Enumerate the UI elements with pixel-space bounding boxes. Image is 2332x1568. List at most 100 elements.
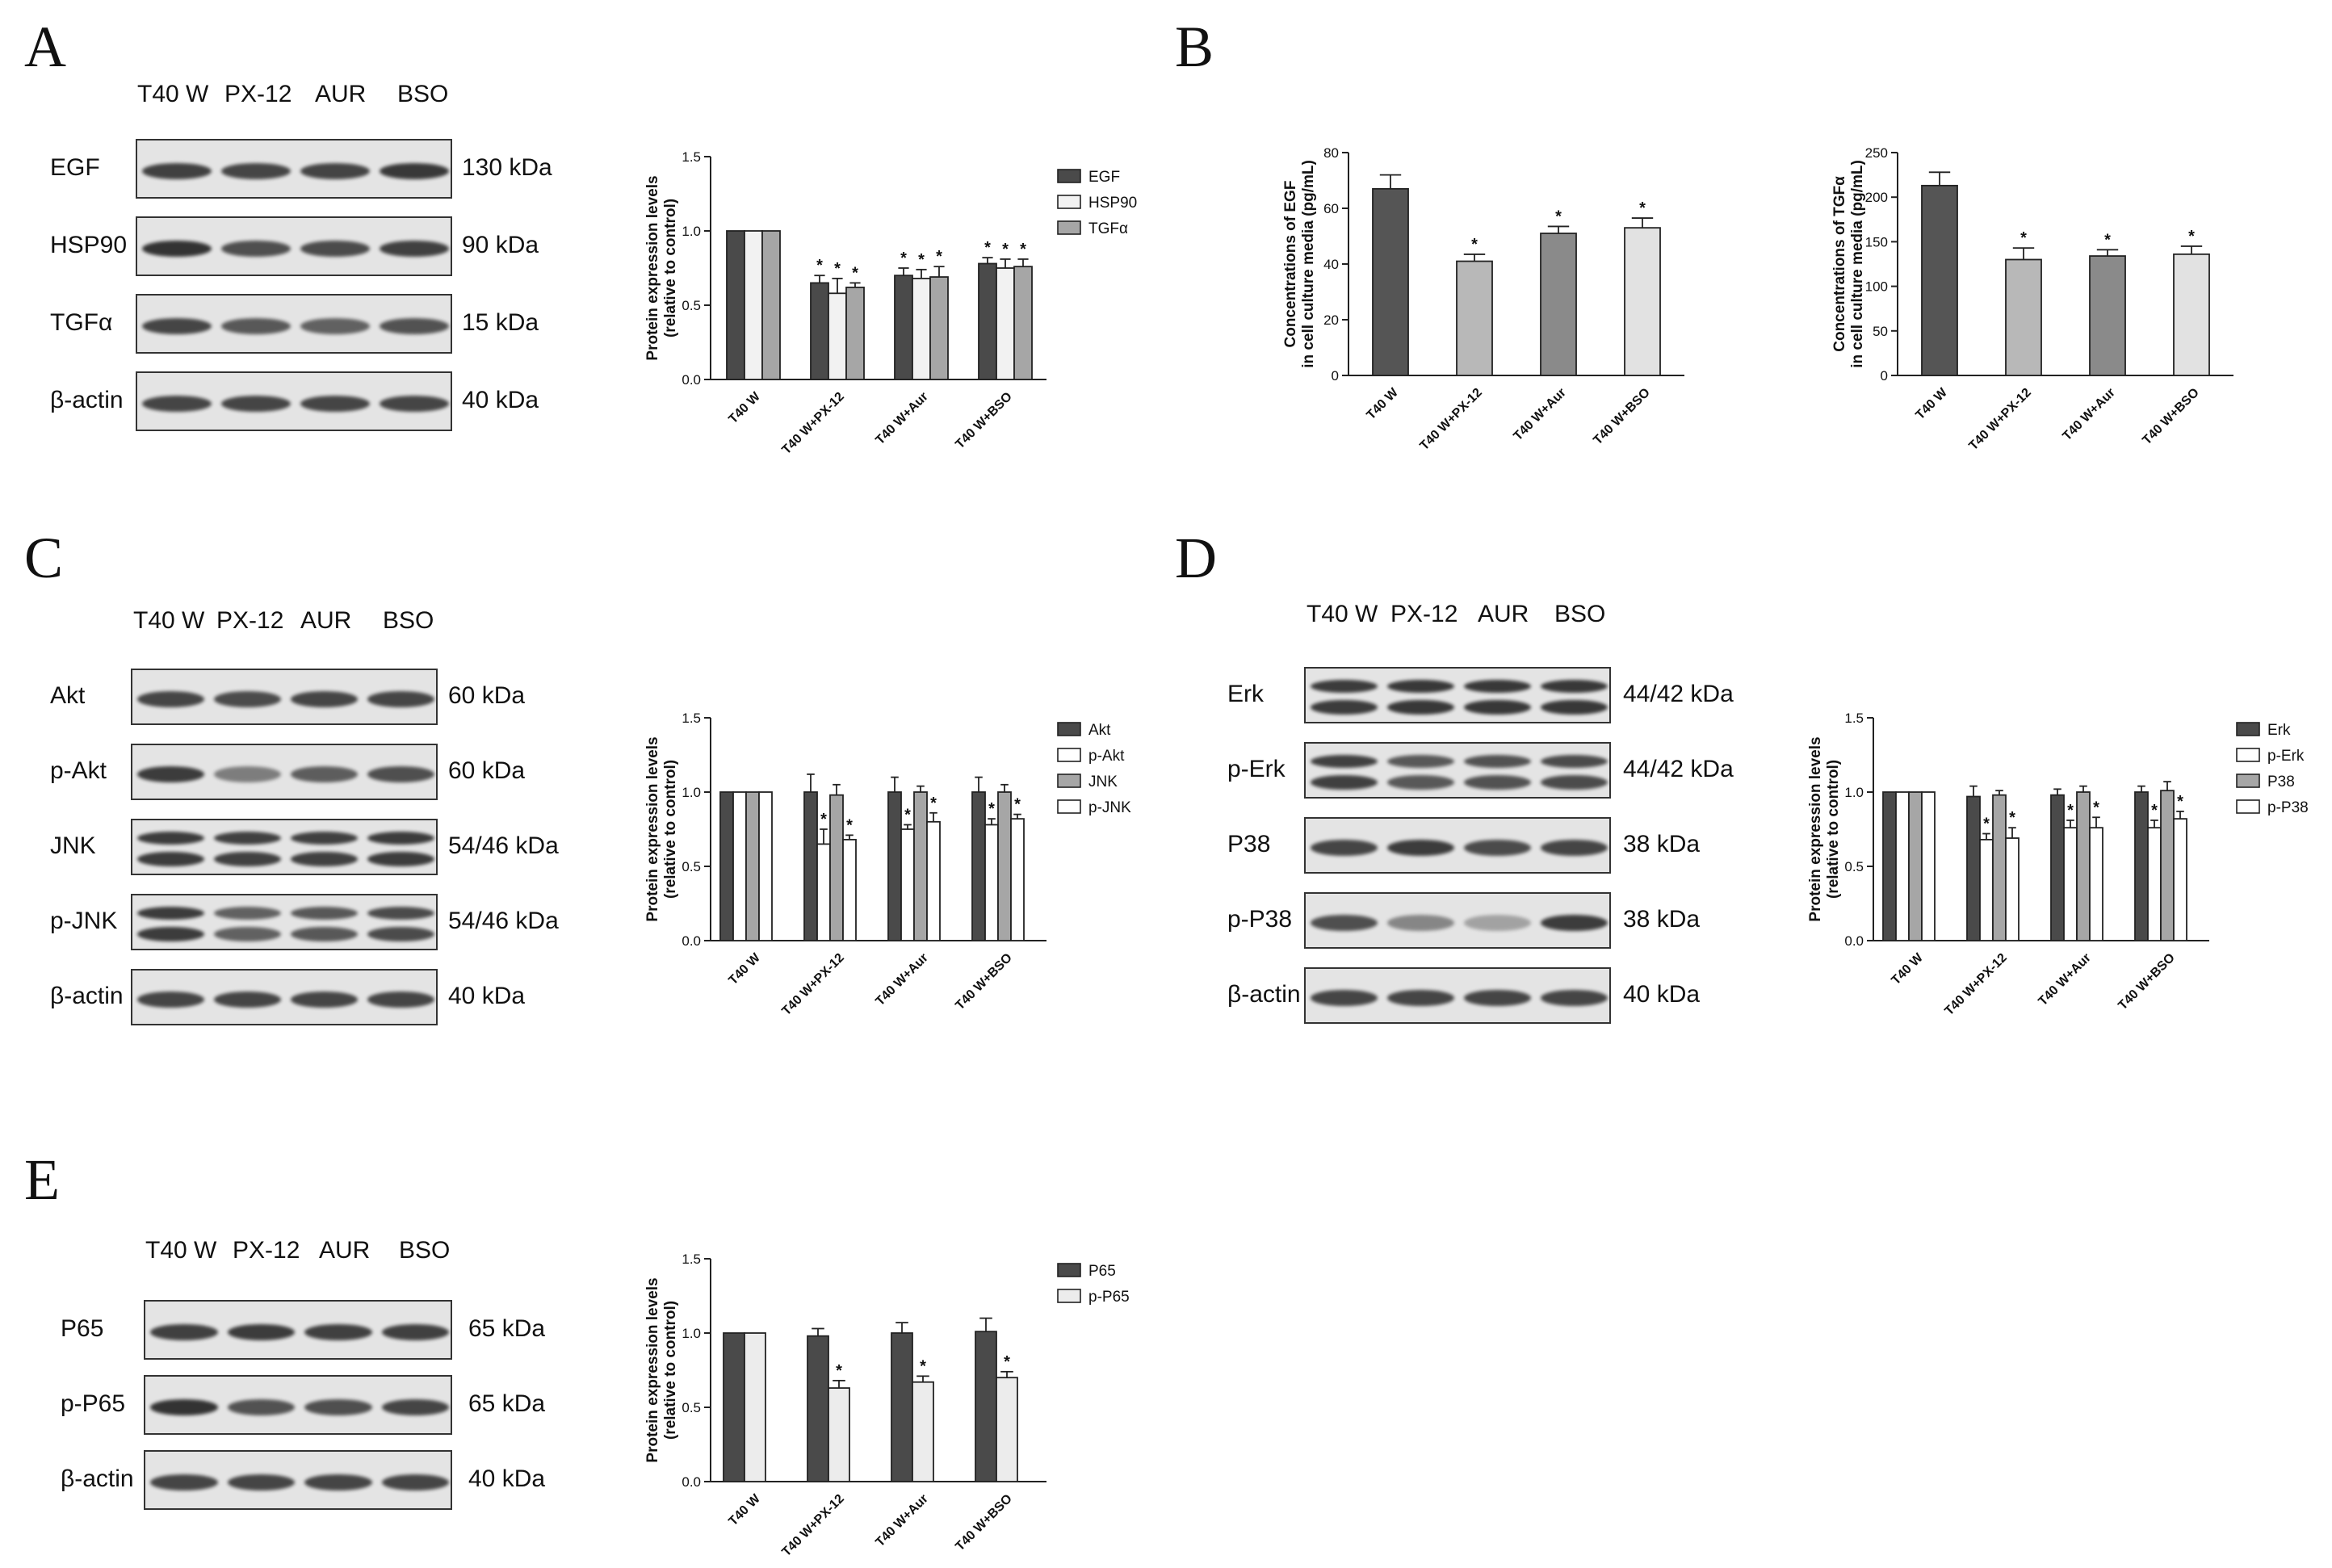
blot-band — [150, 1324, 218, 1341]
blot-band — [367, 907, 434, 920]
y-tick-label: 50 — [1873, 324, 1888, 339]
protein-label: TGFα — [50, 309, 113, 336]
blot-band — [1387, 990, 1454, 1007]
blot-band — [304, 1324, 372, 1341]
bar — [996, 267, 1015, 380]
blot-band — [221, 241, 291, 258]
y-tick-label: 1.0 — [682, 1326, 701, 1341]
x-tick-label: T40 W+PX-12 — [1942, 951, 2009, 1018]
blot-band — [381, 1324, 449, 1341]
blot-band — [214, 992, 281, 1008]
protein-label: p-P38 — [1227, 906, 1293, 933]
bar — [719, 791, 734, 941]
bar — [1456, 260, 1493, 376]
significance-star: * — [852, 264, 858, 282]
bar — [829, 794, 844, 941]
blot-band — [300, 318, 370, 335]
molecular-weight-label: 60 kDa — [448, 682, 526, 709]
blot-band — [214, 907, 281, 920]
legend-swatch — [1057, 220, 1081, 235]
legend-label: EGF — [1088, 169, 1120, 186]
bar — [912, 277, 931, 380]
legend-label: P38 — [2267, 774, 2295, 790]
molecular-weight-label: 40 kDa — [448, 983, 526, 1009]
blot-band — [291, 907, 358, 920]
lane-label: AUR — [300, 607, 352, 634]
blot-band — [291, 766, 358, 783]
y-tick-label: 0.5 — [682, 1400, 701, 1415]
blot-band — [300, 163, 370, 180]
molecular-weight-label: 15 kDa — [462, 309, 539, 336]
significance-star: * — [834, 260, 841, 278]
blot-band — [291, 992, 358, 1008]
y-axis-label-line: in cell culture media (pg/mL) — [1300, 160, 1317, 368]
significance-star: * — [2067, 802, 2074, 820]
x-tick-label: T40 W+Aur — [873, 951, 930, 1008]
bar — [894, 275, 913, 380]
y-tick-label: 250 — [1865, 145, 1888, 161]
blot-band — [1541, 915, 1608, 932]
panel-letter-d: D — [1175, 526, 1217, 590]
blot-band — [1311, 755, 1378, 769]
y-axis-label-line: Protein expression levels — [644, 736, 661, 921]
molecular-weight-label: 40 kDa — [468, 1465, 546, 1492]
panel-letter-e: E — [24, 1147, 60, 1212]
blot-band — [1387, 680, 1454, 694]
blot-strip — [144, 1300, 452, 1360]
y-tick-label: 1.5 — [1844, 711, 1864, 726]
legend-label: Akt — [1088, 722, 1111, 739]
y-tick-label: 100 — [1865, 279, 1888, 295]
blot-strip — [131, 819, 438, 875]
blot-band — [304, 1399, 372, 1416]
blot-strip — [1304, 667, 1611, 723]
blot-strip — [136, 294, 452, 354]
blot-band — [367, 832, 434, 845]
legend-label: p-P38 — [2267, 799, 2309, 816]
molecular-weight-label: 90 kDa — [462, 232, 539, 258]
molecular-weight-label: 44/42 kDa — [1623, 681, 1734, 707]
bar — [732, 791, 747, 941]
y-tick-label: 1.0 — [1844, 785, 1864, 800]
significance-star: * — [900, 249, 907, 267]
bar — [900, 828, 915, 941]
y-tick-label: 1.0 — [682, 224, 701, 239]
blot-band — [380, 318, 449, 335]
blot-band — [1541, 990, 1608, 1007]
y-tick-label: 1.5 — [682, 1251, 701, 1267]
bar — [984, 824, 999, 941]
protein-label: β-actin — [61, 1465, 134, 1492]
y-tick-label: 0.5 — [682, 298, 701, 313]
bar — [2005, 258, 2042, 376]
significance-star: * — [2151, 802, 2158, 820]
bar — [1992, 794, 2007, 941]
legend-swatch — [2236, 722, 2260, 736]
y-tick-label: 0.5 — [1844, 859, 1864, 874]
significance-star: * — [1639, 199, 1646, 217]
y-tick-label: 20 — [1323, 312, 1339, 328]
x-tick-label: T40 W+PX-12 — [779, 1492, 846, 1559]
blot-band — [142, 163, 212, 180]
bar — [975, 1331, 997, 1482]
bar — [816, 843, 831, 941]
y-axis-label-line: (relative to control) — [662, 199, 679, 337]
legend-label: p-JNK — [1088, 799, 1131, 816]
legend-label: JNK — [1088, 774, 1118, 790]
y-axis-label-line: Concentrations of TGFα — [1831, 176, 1848, 352]
blot-band — [367, 766, 434, 783]
blot-band — [291, 691, 358, 708]
blot-band — [142, 241, 212, 258]
molecular-weight-label: 54/46 kDa — [448, 832, 559, 859]
blot-band — [380, 396, 449, 413]
y-tick-label: 1.0 — [682, 785, 701, 800]
molecular-weight-label: 130 kDa — [462, 154, 552, 181]
legend-label: Erk — [2267, 722, 2291, 739]
y-axis-label: Concentrations of TGFαin cell culture me… — [1831, 160, 1866, 368]
legend-label: p-Erk — [2267, 748, 2305, 765]
y-axis-label-line: (relative to control) — [662, 1301, 679, 1440]
bar — [2089, 827, 2103, 941]
blot-band — [214, 851, 281, 866]
bar — [2063, 827, 2078, 941]
blot-band — [1311, 774, 1378, 790]
blot-band — [304, 1474, 372, 1491]
y-tick-label: 60 — [1323, 201, 1339, 216]
